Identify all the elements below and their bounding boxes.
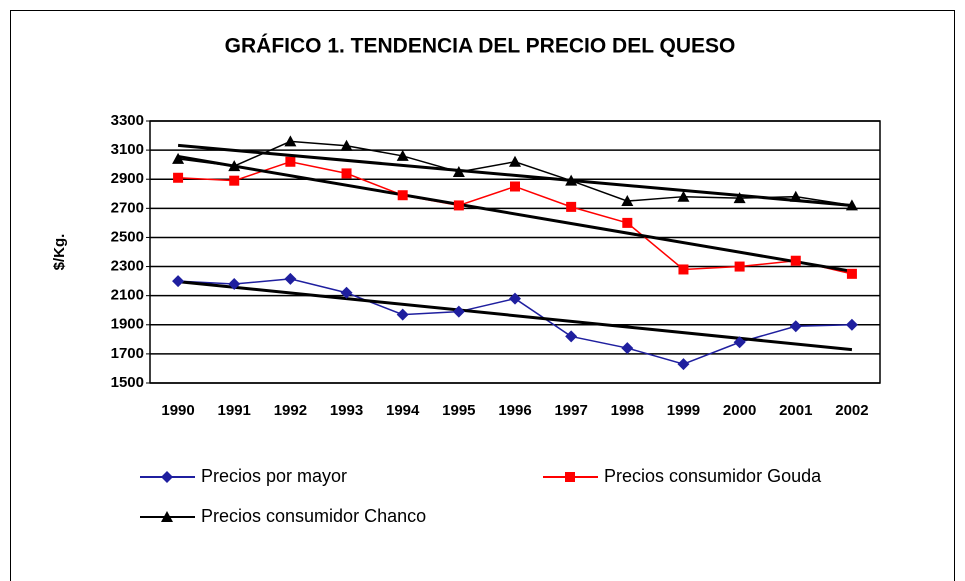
x-tick-label: 2001 (779, 402, 812, 419)
y-tick-label: 3300 (111, 112, 144, 129)
x-tick-label: 1992 (274, 402, 307, 419)
trend-line (177, 155, 853, 273)
marker (453, 200, 464, 211)
marker (565, 472, 575, 482)
y-tick-label: 1700 (111, 345, 144, 362)
marker (396, 308, 409, 321)
marker (340, 139, 353, 151)
marker (228, 160, 241, 172)
marker (566, 201, 577, 212)
y-tick-label: 2300 (111, 258, 144, 275)
x-tick-label: 1993 (330, 402, 363, 419)
legend-label: Precios consumidor Gouda (604, 466, 822, 486)
marker (790, 255, 801, 266)
marker (285, 156, 296, 167)
marker (161, 471, 173, 483)
marker (397, 190, 408, 201)
y-tick-label: 3100 (111, 141, 144, 158)
y-tick-label: 2500 (111, 228, 144, 245)
marker (678, 264, 689, 275)
legend-label: Precios por mayor (201, 466, 347, 486)
plot-area (149, 120, 881, 384)
x-tick-label: 1995 (442, 402, 475, 419)
marker (677, 190, 690, 202)
marker (284, 272, 297, 285)
marker (509, 292, 521, 305)
x-tick-label: 1999 (667, 402, 700, 419)
marker (845, 199, 858, 211)
x-tick-label: 2000 (723, 402, 756, 419)
y-tick-label: 1500 (111, 374, 144, 391)
marker (565, 174, 578, 186)
marker (789, 190, 802, 202)
marker (452, 305, 465, 318)
marker (846, 268, 857, 279)
marker (341, 168, 352, 179)
x-tick-label: 1996 (498, 402, 531, 419)
marker (510, 181, 520, 192)
y-tick-label: 2700 (111, 199, 144, 216)
marker (733, 336, 746, 349)
marker (789, 320, 802, 333)
x-tick-label: 1998 (611, 402, 644, 419)
marker (621, 195, 634, 207)
marker (173, 172, 184, 183)
marker (845, 318, 858, 331)
marker (396, 149, 409, 161)
marker (621, 342, 634, 355)
marker (284, 135, 297, 147)
y-tick-label: 1900 (111, 316, 144, 333)
marker (509, 155, 521, 167)
y-tick-label: 2900 (111, 170, 144, 187)
marker (622, 217, 633, 228)
x-tick-label: 1997 (554, 402, 587, 419)
marker (229, 175, 240, 186)
x-tick-label: 1991 (218, 402, 251, 419)
legend-label: Precios consumidor Chanco (201, 506, 426, 526)
marker (677, 358, 690, 371)
marker (172, 152, 185, 164)
marker (340, 286, 353, 299)
y-axis-label: $/Kg. (51, 234, 68, 271)
x-tick-label: 1994 (386, 402, 420, 419)
marker (734, 261, 745, 272)
marker (161, 511, 173, 522)
x-tick-label: 1990 (161, 402, 194, 419)
y-tick-label: 2100 (111, 287, 144, 304)
x-tick-label: 2002 (835, 402, 868, 419)
marker (452, 165, 465, 177)
marker (228, 278, 241, 291)
chart-title: GRÁFICO 1. TENDENCIA DEL PRECIO DEL QUES… (225, 35, 736, 58)
marker (733, 192, 746, 204)
marker (172, 275, 185, 288)
marker (565, 330, 578, 343)
